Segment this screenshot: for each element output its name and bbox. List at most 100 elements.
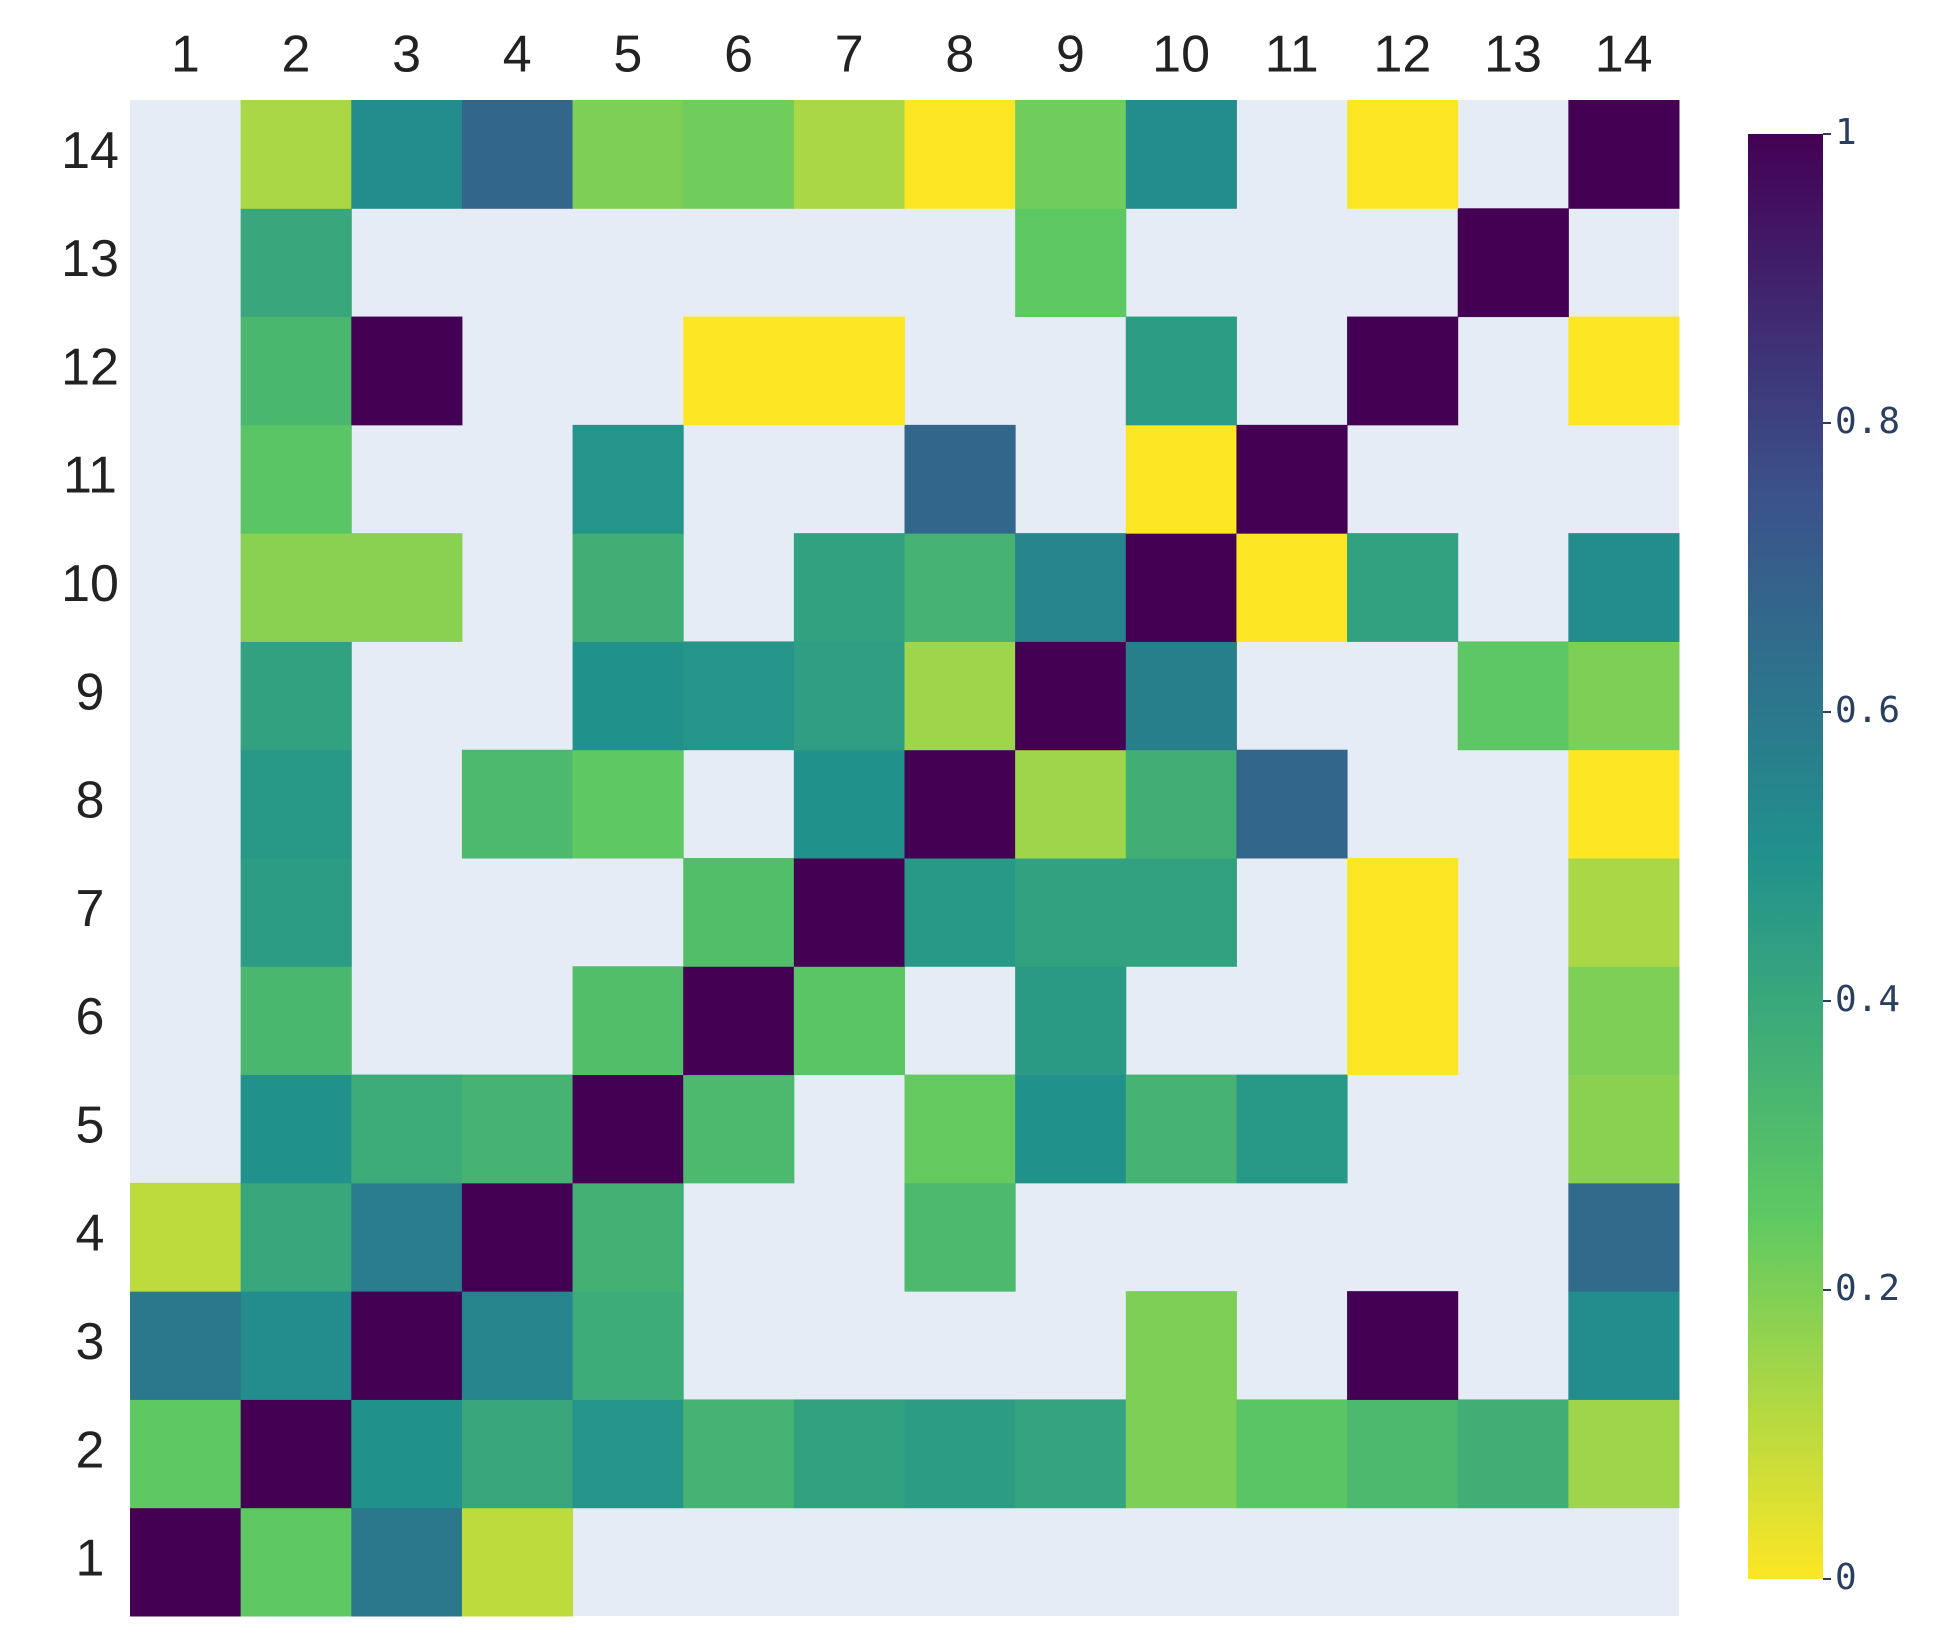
- heatmap-cell: [572, 749, 684, 859]
- heatmap-cell: [1568, 316, 1680, 426]
- y-tick-label: 11: [63, 447, 117, 505]
- heatmap-cell: [240, 208, 352, 318]
- heatmap-cell: [1125, 100, 1237, 209]
- heatmap-cell: [1347, 858, 1459, 967]
- heatmap-cell: [683, 1074, 795, 1184]
- heatmap-cell: [240, 1182, 352, 1292]
- heatmap-cell: [461, 1507, 574, 1617]
- heatmap-cell: [351, 533, 463, 642]
- heatmap-cell: [1125, 641, 1237, 751]
- heatmap-cell: [904, 858, 1016, 967]
- heatmap-cell: [1568, 100, 1680, 209]
- heatmap-cell: [240, 533, 352, 642]
- heatmap-cell: [793, 858, 905, 967]
- heatmap-cell: [683, 858, 795, 967]
- heatmap-cell: [1568, 1291, 1680, 1400]
- x-tick-label: 3: [392, 26, 421, 84]
- heatmap-cell: [1568, 641, 1680, 751]
- heatmap-cell: [1568, 1399, 1680, 1509]
- heatmap-cell: [904, 1399, 1016, 1509]
- heatmap-cell: [351, 1507, 463, 1617]
- colorbar-tick-label: 0: [1835, 1557, 1857, 1598]
- heatmap-cell: [1015, 208, 1127, 318]
- heatmap-cell: [904, 641, 1016, 751]
- heatmap-cell: [572, 100, 684, 209]
- colorbar-tick-label: 0.8: [1835, 401, 1900, 442]
- heatmap-cell: [793, 316, 905, 426]
- heatmap-cell: [1015, 858, 1127, 967]
- heatmap-cell: [461, 1182, 574, 1292]
- heatmap-cell: [240, 966, 352, 1076]
- x-tick-label: 5: [613, 26, 642, 84]
- heatmap-cell: [1236, 533, 1348, 642]
- heatmap-cell: [683, 641, 795, 751]
- y-tick-label: 13: [61, 230, 119, 288]
- heatmap-cell: [1568, 749, 1680, 859]
- colorbar-tick-label: 1: [1835, 112, 1857, 153]
- heatmap-cell: [130, 1182, 242, 1292]
- x-tick-label: 11: [1265, 26, 1319, 84]
- colorbar-tick-label: 0.4: [1835, 979, 1900, 1020]
- heatmap-cell: [461, 749, 574, 859]
- y-tick-label: 2: [76, 1421, 105, 1479]
- heatmap-cell: [351, 1182, 463, 1292]
- heatmap-cell: [1125, 1074, 1237, 1184]
- heatmap-cell: [1347, 100, 1459, 209]
- heatmap-cell: [351, 1291, 463, 1400]
- x-tick-label: 10: [1152, 26, 1210, 84]
- y-tick-label: 4: [76, 1205, 105, 1263]
- colorbar-tick-label: 0.2: [1835, 1268, 1900, 1309]
- heatmap-cell: [793, 1399, 905, 1509]
- heatmap-cell: [572, 966, 684, 1076]
- y-tick-label: 7: [76, 880, 105, 938]
- heatmap-cell: [904, 749, 1016, 859]
- heatmap-cell: [1347, 533, 1459, 642]
- heatmap-cell: [1015, 641, 1127, 751]
- x-tick-label: 1: [171, 26, 200, 84]
- heatmap-cell: [351, 316, 463, 426]
- heatmap-cell: [572, 533, 684, 642]
- heatmap-cell: [461, 1074, 574, 1184]
- heatmap-cell: [461, 1399, 574, 1509]
- heatmap-cell: [793, 966, 905, 1076]
- heatmap-cell: [240, 1507, 352, 1617]
- y-tick-label: 10: [61, 555, 119, 613]
- heatmap-cell: [904, 533, 1016, 642]
- heatmap-cell: [240, 641, 352, 751]
- heatmap-cell: [1457, 208, 1569, 318]
- heatmap-cell: [240, 424, 352, 534]
- y-tick-label: 6: [76, 988, 105, 1046]
- heatmap-cell: [683, 1399, 795, 1509]
- heatmap-cell: [1125, 749, 1237, 859]
- heatmap-cell: [1125, 1291, 1237, 1400]
- heatmap-cell: [572, 1182, 684, 1292]
- heatmap-cell: [1236, 1399, 1348, 1509]
- colorbar-tick-label: 0.6: [1835, 690, 1900, 731]
- x-tick-label: 2: [282, 26, 311, 84]
- heatmap-cell: [793, 641, 905, 751]
- heatmap-cell: [1125, 424, 1237, 534]
- heatmap-cell: [1568, 966, 1680, 1076]
- heatmap-cell: [1347, 966, 1459, 1076]
- heatmap-cell: [461, 1291, 574, 1400]
- heatmap-cell: [240, 858, 352, 967]
- heatmap-cell: [130, 1399, 242, 1509]
- x-tick-label: 8: [945, 26, 974, 84]
- heatmap-cell: [572, 1399, 684, 1509]
- x-tick-label: 9: [1056, 26, 1085, 84]
- heatmap-cell: [240, 316, 352, 426]
- y-tick-label: 5: [76, 1096, 105, 1154]
- heatmap-cell: [1015, 533, 1127, 642]
- y-tick-label: 9: [76, 663, 105, 721]
- x-tick-label: 6: [724, 26, 753, 84]
- heatmap-cell: [1125, 1399, 1237, 1509]
- x-tick-label: 14: [1595, 26, 1653, 84]
- heatmap-cell: [1347, 1291, 1459, 1400]
- heatmap-cell: [1457, 641, 1569, 751]
- heatmap-cell: [240, 1399, 352, 1509]
- heatmap-cell: [240, 100, 352, 209]
- heatmap-cell: [793, 533, 905, 642]
- heatmap-cell: [572, 1074, 684, 1184]
- heatmap-cell: [1347, 316, 1459, 426]
- heatmap-cell: [1236, 749, 1348, 859]
